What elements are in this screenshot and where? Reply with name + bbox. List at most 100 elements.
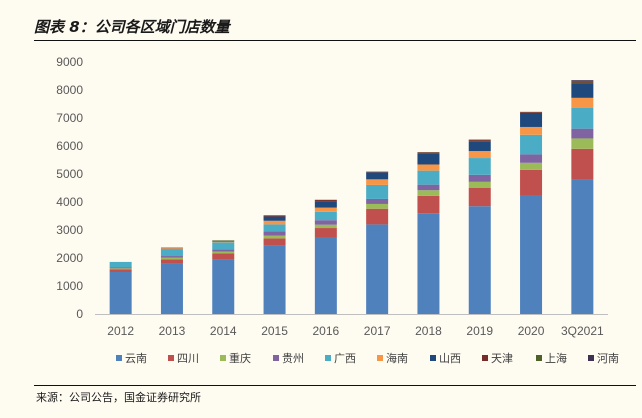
bar-segment [366,224,389,314]
bar-segment [263,215,286,216]
bar-segment [417,184,440,191]
legend-swatch [325,355,331,361]
bar-segment [417,213,440,314]
legend-label: 云南 [125,352,147,365]
legend-swatch [273,355,279,361]
x-tick-label: 2013 [159,324,186,338]
bar-segment [520,162,543,170]
bar-segment [571,81,594,83]
bar-segment [160,256,183,258]
x-tick-label: 3Q2021 [561,324,604,338]
chart-title: 图表 8：公司各区域门店数量 [34,18,230,36]
bar-segment [314,207,337,212]
bar-segment [314,211,337,221]
bar-segment [212,241,235,243]
legend-swatch [588,355,594,361]
legend-swatch [377,355,383,361]
legend-swatch [430,355,436,361]
bar-segment [468,139,491,141]
bar-segment [468,174,491,182]
x-tick-label: 2020 [518,324,545,338]
bar-segment [263,216,286,221]
legend-swatch [220,355,226,361]
bar-segment [160,247,183,249]
bar-segment [212,253,235,260]
x-tick-label: 2017 [364,324,391,338]
legend-label: 重庆 [229,351,251,365]
y-tick-label: 5000 [56,167,83,181]
y-tick-label: 8000 [56,83,83,97]
legend-label: 海南 [386,351,408,365]
bar-segment [212,242,235,250]
source-rule [34,385,636,386]
bar-segment [160,259,183,264]
x-tick-label: 2018 [415,324,442,338]
bar-segment [417,195,440,214]
bar-segment [212,249,235,252]
bar-segment [417,190,440,196]
stacked-bar-chart: 0 1000 2000 3000 4000 5000 6000 7000 8000 9000 201… [56,55,619,365]
legend-label: 四川 [177,352,199,365]
bar-segment [263,224,286,232]
bar-segment [314,201,337,208]
bar-segment [417,164,440,171]
bar-segment [571,97,594,108]
bar-segment [212,240,235,241]
bar-segment [263,235,286,239]
legend-label: 山西 [439,352,461,365]
legend-label: 贵州 [282,352,304,365]
bar-segment [109,268,132,270]
bar-segment [571,83,594,98]
legend-swatch [482,355,488,361]
y-tick-label: 3000 [56,223,83,237]
bar-segment [520,112,543,127]
bar-segment [571,80,594,82]
legend-swatch [116,355,122,361]
bar-segment [366,203,389,209]
bar-segment [314,228,337,237]
y-tick-label: 6000 [56,139,83,153]
bar-segment [417,153,440,165]
bar-segment [571,128,594,139]
bar-segment [571,179,594,314]
bar-segment [366,198,389,204]
bar-segment [212,240,235,242]
legend-label: 上海 [545,351,567,365]
x-tick-label: 2015 [261,324,288,338]
bar-segment [263,220,286,225]
bar-segment [263,238,286,246]
bar-segment [314,200,337,202]
bar-segment [366,184,389,199]
y-tick-label: 4000 [56,195,83,209]
legend-label: 河南 [597,352,619,365]
bar-segment [109,269,132,272]
title-rule [34,40,636,41]
bar-segment [571,107,594,129]
bar-segment [109,272,132,314]
legend-label: 广西 [334,352,356,365]
x-tick-label: 2014 [210,324,237,338]
bar-segment [468,188,491,207]
bar-segment [366,171,389,173]
bar-segment [520,134,543,155]
bar-segment [417,170,440,185]
x-tick-label: 2012 [107,324,134,338]
bar-segment [263,245,286,314]
bar-segment [160,263,183,314]
y-tick-label: 1000 [56,279,83,293]
y-tick-label: 2000 [56,251,83,265]
bar-segment [520,154,543,163]
bar-segment [468,158,491,175]
bar-segment [314,237,337,314]
x-tick-label: 2016 [312,324,339,338]
bar-segment [263,231,286,236]
bar-segment [520,126,543,135]
bar-segment [571,138,594,149]
x-tick-label: 2019 [466,324,493,338]
bar-segment [468,140,491,142]
legend-swatch [168,355,174,361]
bar-segment [366,172,389,180]
legend-label: 天津 [491,352,513,365]
bar-segment [366,208,389,225]
y-tick-label: 9000 [56,55,83,69]
